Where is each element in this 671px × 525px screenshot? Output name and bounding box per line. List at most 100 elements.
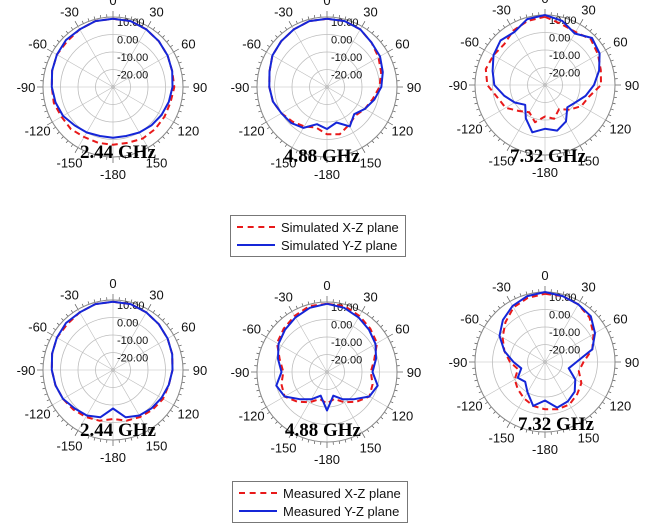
outer-ring: [256, 16, 398, 158]
outer-tick: [344, 154, 347, 158]
outer-tick: [506, 422, 511, 428]
grid-spoke: [544, 24, 581, 86]
outer-tick: [47, 331, 53, 336]
outer-tick: [124, 298, 127, 302]
angle-label: -60: [28, 320, 47, 335]
polar-chart-4: 0306090120150-180-150-120-90-60-3010.000…: [231, 278, 422, 467]
outer-tick: [519, 150, 522, 154]
angle-label: 30: [149, 288, 163, 303]
grid-spoke: [484, 361, 546, 398]
grid-spoke: [326, 86, 388, 123]
outer-ring: [256, 301, 398, 443]
outer-tick: [74, 21, 79, 27]
radial-label: -10.00: [331, 52, 362, 64]
grid-spoke: [326, 86, 363, 148]
outer-tick: [295, 435, 298, 439]
angle-label: 150: [360, 155, 382, 170]
series-xz-line: [268, 17, 383, 136]
angle-label: -60: [460, 312, 479, 327]
angle-label: -150: [488, 430, 514, 445]
outer-tick: [338, 440, 341, 444]
outer-tick: [356, 305, 359, 309]
legend-measured: Measured X-Z plane Measured Y-Z plane: [232, 481, 408, 523]
angle-label: 60: [181, 320, 195, 335]
outer-tick: [579, 296, 584, 302]
angle-label: 90: [193, 80, 207, 95]
legend-swatch-solid: [239, 510, 277, 512]
grid-spoke: [52, 369, 114, 406]
grid-spoke: [112, 369, 174, 406]
outer-tick: [474, 102, 478, 105]
angle-label: -120: [239, 409, 265, 424]
angle-label: 60: [613, 312, 627, 327]
legend-label: Measured X-Z plane: [283, 485, 401, 501]
outer-tick: [394, 67, 398, 70]
outer-tick: [178, 393, 182, 396]
outer-tick: [256, 389, 260, 392]
outer-tick: [180, 104, 184, 107]
grid-spoke: [544, 49, 606, 86]
grid-spoke: [509, 24, 546, 86]
legend-label: Simulated X-Z plane: [281, 219, 399, 235]
outer-tick: [178, 61, 182, 64]
polar-chart-1: 0306090120150-180-150-120-90-60-3010.000…: [231, 0, 422, 182]
grid-spoke: [52, 51, 114, 88]
angle-label: -180: [532, 442, 558, 457]
legend-swatch-dashed: [239, 492, 277, 494]
outer-tick: [594, 33, 597, 36]
outer-tick: [387, 48, 393, 53]
angle-label: -180: [314, 452, 340, 467]
outer-tick: [173, 331, 179, 336]
outer-tick: [556, 290, 559, 294]
outer-tick: [173, 121, 179, 126]
outer-tick: [356, 435, 359, 439]
outer-tick: [473, 96, 477, 99]
grid-spoke: [77, 309, 114, 371]
outer-tick: [531, 430, 534, 434]
outer-tick: [361, 306, 366, 312]
outer-tick: [506, 145, 511, 151]
angle-label: -60: [242, 322, 261, 337]
outer-ring: [42, 16, 184, 158]
grid-spoke: [544, 84, 581, 146]
angle-label: 60: [395, 322, 409, 337]
outer-tick: [390, 116, 394, 119]
outer-tick: [142, 303, 145, 307]
angle-label: 60: [181, 37, 195, 52]
outer-tick: [350, 152, 353, 156]
outer-tick: [99, 298, 102, 302]
grid-spoke: [291, 311, 328, 373]
outer-tick: [93, 299, 96, 303]
outer-tick: [478, 114, 482, 117]
grid-spoke: [112, 86, 174, 123]
angle-label: 30: [149, 5, 163, 20]
angle-label: -60: [242, 37, 261, 52]
angle-label: 120: [609, 122, 631, 137]
legend-label: Simulated Y-Z plane: [281, 237, 398, 253]
outer-tick: [594, 310, 597, 313]
outer-tick: [42, 350, 46, 353]
outer-tick: [610, 336, 614, 339]
outer-tick: [602, 401, 605, 405]
radial-label: -20.00: [117, 353, 148, 365]
radial-label: -10.00: [331, 337, 362, 349]
outer-tick: [180, 387, 184, 390]
outer-tick: [612, 379, 616, 382]
radial-label: -20.00: [117, 70, 148, 82]
angle-label: -30: [492, 3, 511, 18]
radial-label: -10.00: [549, 327, 580, 339]
outer-tick: [579, 422, 584, 428]
grid-spoke: [77, 86, 114, 148]
outer-tick: [288, 147, 293, 153]
outer-tick: [256, 352, 260, 355]
angle-label: -180: [314, 167, 340, 182]
outer-tick: [81, 303, 84, 307]
outer-tick: [594, 134, 597, 137]
angle-label: 0: [541, 0, 548, 6]
grid-spoke: [326, 26, 363, 88]
legend-entry-simulated-yz: Simulated Y-Z plane: [237, 236, 399, 254]
radial-label: -20.00: [331, 70, 362, 82]
outer-tick: [255, 98, 259, 101]
series-yz-line: [491, 14, 601, 134]
angle-label: 60: [613, 35, 627, 50]
